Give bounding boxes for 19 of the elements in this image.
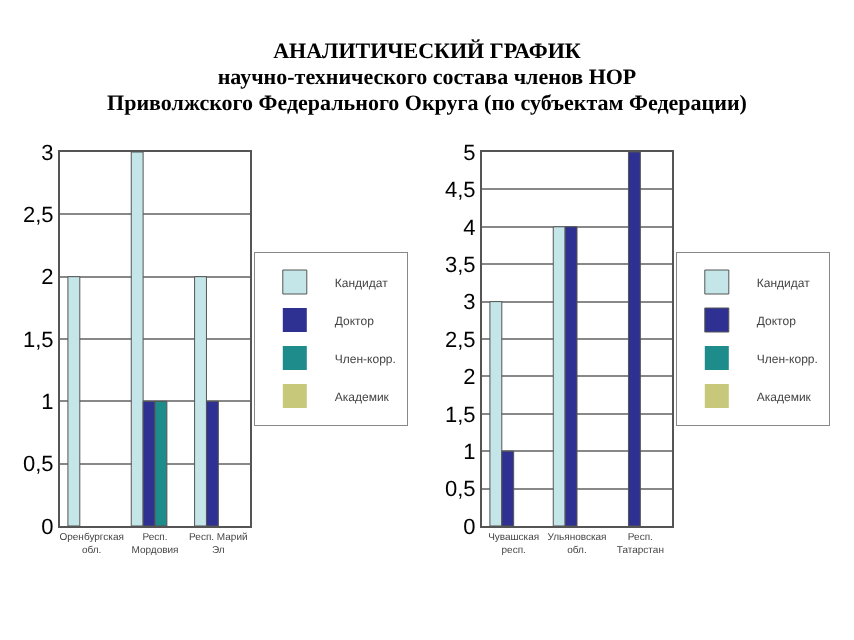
y-tick-label: 2,5 — [23, 204, 54, 229]
y-tick-label: 0,5 — [445, 478, 476, 503]
y-tick-label: 1 — [41, 391, 54, 416]
y-tick-label: 1 — [463, 440, 476, 465]
y-tick-label: 0,5 — [23, 453, 54, 478]
y-tick-label: 0 — [41, 515, 54, 540]
text: АНАЛИТИЧЕСКИЙ ГРАФИК научно-технического состава членов НОР Приволжского Федерального Округа (по субъектам Федерации) — [105, 37, 749, 120]
y-tick-label: 2 — [463, 366, 476, 391]
y-tick-label: 4 — [463, 216, 476, 241]
y-tick-label: 3,5 — [445, 253, 476, 278]
y-tick-label: 5 — [463, 141, 476, 166]
y-tick-label: 0 — [463, 515, 476, 540]
y-tick-label: 3 — [41, 141, 54, 166]
y-tick-label: 2,5 — [445, 328, 476, 353]
y-tick-label: 1,5 — [445, 403, 476, 428]
y-tick-label: 3 — [463, 291, 476, 316]
y-tick-label: 4,5 — [445, 179, 476, 204]
y-tick-label: 2 — [41, 266, 54, 291]
y-tick-label: 1,5 — [23, 328, 54, 353]
